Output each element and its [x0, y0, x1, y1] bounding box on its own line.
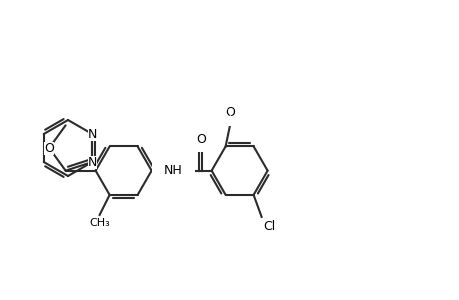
Text: N: N — [87, 128, 97, 140]
Text: O: O — [44, 142, 54, 154]
Text: methoxy: methoxy — [191, 107, 234, 117]
Text: N: N — [87, 155, 97, 169]
Text: methoxy: methoxy — [213, 118, 219, 119]
Text: NH: NH — [164, 164, 183, 177]
Text: O: O — [196, 133, 206, 146]
Text: Cl: Cl — [263, 220, 275, 233]
Text: CH₃: CH₃ — [89, 218, 110, 228]
Text: O: O — [225, 106, 235, 119]
